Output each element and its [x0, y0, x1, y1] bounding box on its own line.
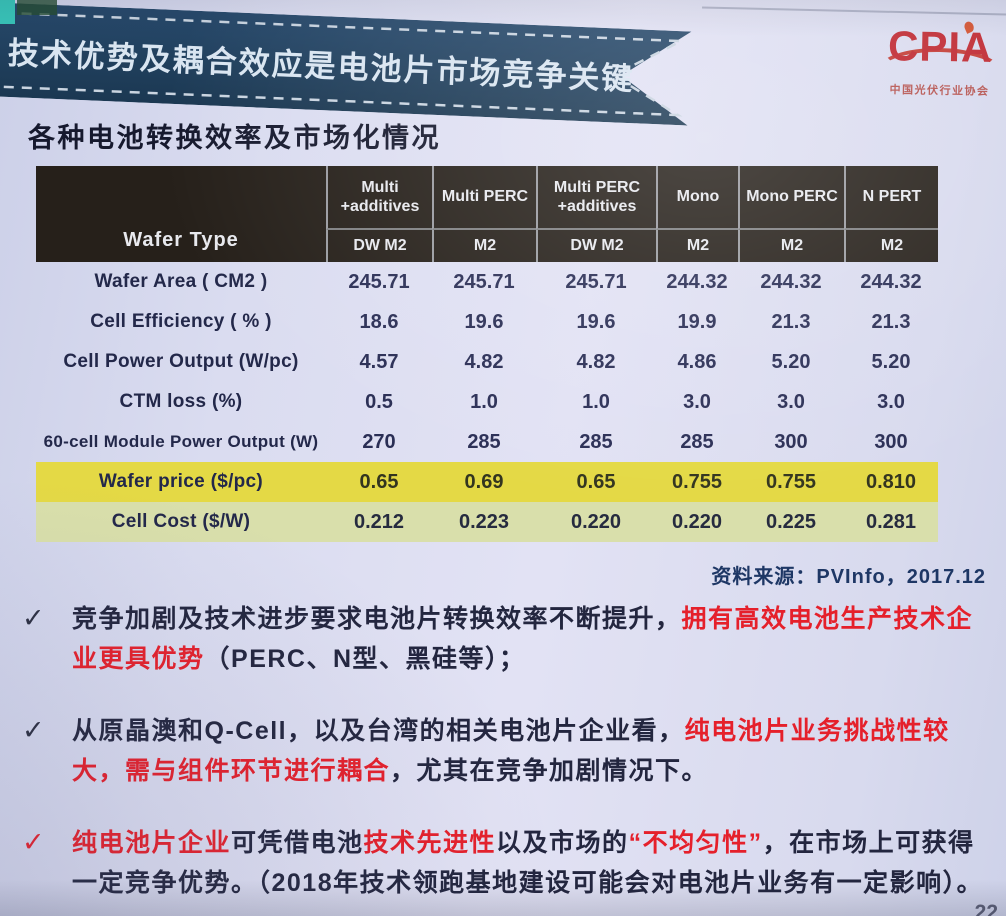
corner-marker-green [17, 0, 57, 15]
text-segment: 从原晶澳和Q-Cell，以及台湾的相关电池片企业看， [72, 717, 685, 745]
cell-value: 0.65 [536, 462, 656, 502]
cell-value: 3.0 [877, 390, 905, 413]
cell-value: 285 [579, 430, 613, 453]
cell-value: 0.212 [326, 502, 432, 542]
text-segment: 竞争加剧及技术进步要求电池片转换效率不断提升， [72, 605, 682, 633]
cpia-logo-text: CPIA [887, 22, 993, 71]
cell-value: 0.755 [738, 462, 844, 502]
row-label: Cell Efficiency ( % ) [90, 311, 272, 332]
bullet-text: 竞争加剧及技术进步要求电池片转换效率不断提升，拥有高效电池生产技术企业更具优势（… [72, 600, 994, 679]
cell-value: 244.32 [860, 270, 922, 293]
section-heading: 各种电池转换效率及市场化情况 [28, 123, 441, 153]
check-icon: ✓ [22, 715, 45, 745]
screen-edge-line [702, 6, 1006, 16]
cell-value: 4.82 [464, 350, 504, 373]
col-group-header: Multi PERC [432, 166, 536, 230]
cell-value: 0.281 [844, 502, 938, 542]
check-icon: ✓ [22, 603, 45, 633]
cell-value: 4.86 [677, 350, 717, 373]
text-segment: 以及市场的 [496, 829, 629, 857]
row-label: Cell Cost ($/W) [36, 502, 326, 542]
corner-marker-teal [0, 0, 15, 24]
bullet-text: 纯电池片企业可凭借电池技术先进性以及市场的“不均匀性”，在市场上可获得一定竞争优… [72, 824, 994, 903]
cell-value: 244.32 [760, 270, 822, 293]
text-segment: （PERC、N型、黑硅等）； [204, 644, 526, 673]
bullet-item: ✓ 从原晶澳和Q-Cell，以及台湾的相关电池片企业看，纯电池片业务挑战性较大，… [22, 712, 994, 791]
row-label: Cell Power Output (W/pc) [63, 351, 299, 372]
cell-value: 4.57 [359, 350, 399, 373]
col-unit-header: M2 [656, 230, 738, 262]
cell-value: 4.82 [576, 350, 616, 373]
row-label: 60-cell Module Power Output (W) [43, 432, 319, 451]
bullet-text: 从原晶澳和Q-Cell，以及台湾的相关电池片企业看，纯电池片业务挑战性较大，需与… [72, 712, 994, 791]
cell-value: 0.223 [432, 502, 536, 542]
cell-value: 245.71 [453, 270, 515, 293]
col-group-header: Mono PERC [738, 166, 844, 230]
col-unit-header: DW M2 [326, 230, 432, 262]
check-icon: ✓ [22, 827, 45, 857]
row-label: Wafer price ($/pc) [36, 462, 326, 502]
cell-value: 0.220 [536, 502, 656, 542]
cell-value: 0.65 [326, 462, 432, 502]
col-group-header: Mono [656, 166, 738, 230]
cell-value: 0.810 [844, 462, 938, 502]
title-ribbon: 技术优势及耦合效应是电池片市场竞争关键 [0, 2, 717, 127]
cell-value: 285 [467, 430, 501, 453]
cell-value: 245.71 [565, 270, 627, 293]
text-segment: “不均匀性” [628, 829, 763, 857]
cell-value: 1.0 [582, 390, 610, 413]
cell-value: 19.6 [464, 310, 504, 333]
cell-value: 3.0 [777, 390, 805, 413]
cell-value: 5.20 [771, 350, 811, 373]
text-segment: ，在市场上可获得一定竞争优势。（2018年技术领跑基地建设可能会对电池片业务有一… [72, 829, 984, 897]
cell-value: 0.225 [738, 502, 844, 542]
cell-value: 300 [774, 430, 808, 453]
cell-value: 244.32 [666, 270, 728, 293]
row-label: Wafer Area ( CM2 ) [94, 271, 268, 292]
text-segment: 拥有高效电池生产技术企业更具优势 [72, 605, 974, 673]
cell-value: 21.3 [771, 310, 811, 333]
col-group-header: Multi +additives [326, 166, 432, 230]
text-segment: 技术先进性 [363, 829, 497, 857]
col-unit-header: M2 [432, 230, 536, 262]
bullet-item: ✓ 纯电池片企业可凭借电池技术先进性以及市场的“不均匀性”，在市场上可获得一定竞… [22, 824, 994, 903]
cpia-logo: CPIA 中国光伏行业协会 [875, 20, 1004, 99]
text-segment: 可凭借电池 [231, 829, 364, 857]
cell-value: 19.9 [677, 310, 717, 333]
text-segment: 纯电池片企业 [72, 829, 232, 857]
cell-value: 0.755 [656, 462, 738, 502]
cell-value: 285 [680, 430, 714, 453]
row-label: CTM loss (%) [119, 391, 243, 412]
col-unit-header: M2 [738, 230, 844, 262]
cell-value: 0.220 [656, 502, 738, 542]
text-segment: ，尤其在竞争加剧情况下。 [390, 756, 709, 785]
cell-value: 3.0 [683, 390, 711, 413]
cell-value: 300 [874, 430, 908, 453]
cell-value: 18.6 [359, 310, 399, 333]
col-unit-header: M2 [844, 230, 938, 262]
cell-value: 0.5 [365, 390, 393, 413]
col-unit-header: DW M2 [536, 230, 656, 262]
cell-value: 245.71 [348, 270, 410, 293]
text-segment: 纯电池片业务挑战性较大，需与组件环节进行耦合 [72, 717, 950, 785]
cell-value: 1.0 [470, 390, 498, 413]
bullet-list: ✓ 竞争加剧及技术进步要求电池片转换效率不断提升，拥有高效电池生产技术企业更具优… [22, 600, 994, 916]
bullet-item: ✓ 竞争加剧及技术进步要求电池片转换效率不断提升，拥有高效电池生产技术企业更具优… [22, 600, 994, 679]
efficiency-table: Wafer Type Multi +additives Multi PERC M… [36, 166, 938, 542]
ribbon-shape [0, 2, 692, 126]
col-group-header: Multi PERC +additives [536, 166, 656, 230]
table-corner-header: Wafer Type [36, 166, 326, 262]
cpia-logo-subtext: 中国光伏行业协会 [889, 84, 990, 98]
source-note: 资料来源：PVInfo，2017.12 [711, 566, 986, 588]
page-number: 22 [974, 901, 998, 916]
cell-value: 0.69 [432, 462, 536, 502]
cell-value: 270 [362, 430, 396, 453]
cell-value: 5.20 [871, 350, 911, 373]
cell-value: 21.3 [871, 310, 911, 333]
col-group-header: N PERT [844, 166, 938, 230]
cell-value: 19.6 [576, 310, 616, 333]
